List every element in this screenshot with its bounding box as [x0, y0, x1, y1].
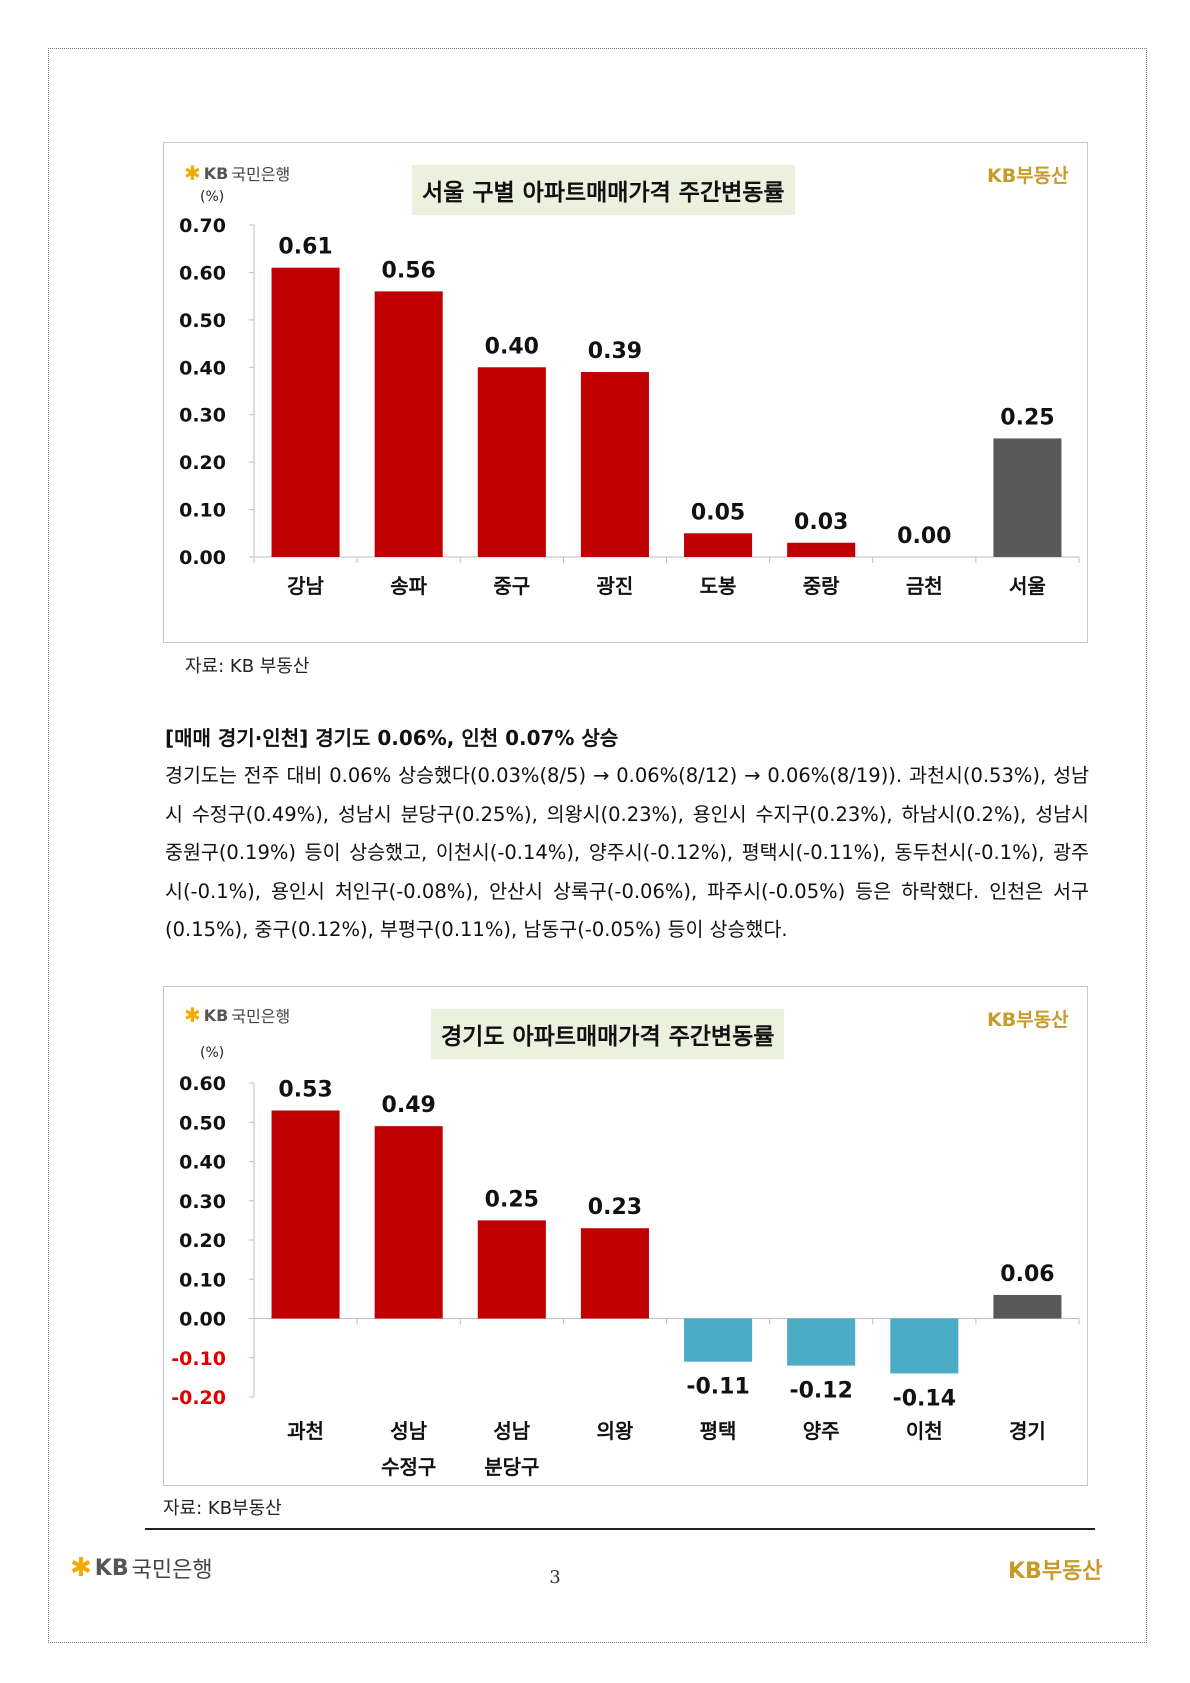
y-tick-label: 0.40 — [179, 357, 226, 379]
category-label: 강남 — [287, 574, 324, 598]
category-label: 중구 — [493, 574, 530, 598]
bar — [477, 1220, 546, 1319]
kb-bank-logo: ✱ KB 국민은행 — [184, 161, 290, 185]
bar — [787, 1318, 856, 1366]
category-label: 과천 — [287, 1419, 324, 1443]
bar-value-label: -0.14 — [893, 1386, 956, 1411]
y-tick-label: 0.20 — [179, 452, 226, 474]
category-label: 도봉 — [700, 574, 737, 598]
bar — [374, 1126, 443, 1319]
y-tick-label: 0.50 — [179, 310, 226, 332]
y-tick-label: 0.30 — [179, 405, 226, 427]
kb-bank-brand: KB — [94, 1555, 129, 1581]
y-tick-label: 0.10 — [179, 500, 226, 522]
chart-title: 경기도 아파트매매가격 주간변동률 — [431, 1009, 785, 1059]
category-label: 수정구 — [381, 1455, 436, 1479]
category-label: 분당구 — [484, 1455, 539, 1479]
kb-star-icon: ✱ — [70, 1553, 92, 1583]
gyeonggi-chart: ✱ KB 국민은행 경기도 아파트매매가격 주간변동률 KB부동산 (%) 0.6… — [163, 986, 1088, 1486]
y-tick-label: 0.70 — [179, 215, 226, 237]
bar-value-label: 0.23 — [588, 1195, 642, 1220]
y-tick-label: 0.40 — [179, 1152, 226, 1174]
kb-bank-brand: KB — [203, 163, 229, 183]
category-label: 서울 — [1009, 574, 1046, 598]
y-unit-label: (%) — [200, 1045, 224, 1061]
category-label: 양주 — [803, 1419, 840, 1443]
bar-value-label: 0.61 — [278, 235, 332, 260]
footer-rule — [145, 1528, 1095, 1530]
category-label: 금천 — [906, 574, 943, 598]
bar-value-label: 0.53 — [278, 1077, 332, 1102]
section-body: 경기도는 전주 대비 0.06% 상승했다(0.03%(8/5) → 0.06%… — [165, 764, 1089, 941]
bar — [374, 291, 443, 557]
category-label: 광진 — [597, 574, 634, 598]
bar — [787, 542, 856, 557]
bar — [684, 1318, 753, 1362]
bar — [993, 438, 1062, 557]
y-tick-label: 0.60 — [179, 262, 226, 284]
category-label: 이천 — [906, 1419, 943, 1443]
seoul-chart: ✱ KB 국민은행 서울 구별 아파트매매가격 주간변동률 KB부동산 (%) 0… — [163, 142, 1088, 643]
kb-bank-brand: KB — [203, 1005, 229, 1025]
bar-value-label: 0.03 — [794, 510, 848, 535]
bar-value-label: -0.11 — [686, 1375, 749, 1400]
y-tick-label: 0.10 — [179, 1269, 226, 1291]
y-tick-label: 0.00 — [179, 1309, 226, 1331]
bar-value-label: 0.05 — [691, 500, 745, 525]
kb-realestate-logo: KB부동산 — [987, 1009, 1069, 1031]
page-number: 3 — [549, 1567, 561, 1588]
category-label: 성남 — [390, 1419, 427, 1443]
category-label: 성남 — [493, 1419, 530, 1443]
category-label: 중랑 — [803, 574, 840, 598]
y-tick-label: 0.00 — [179, 547, 226, 569]
bar — [271, 1110, 340, 1319]
bar-value-label: 0.39 — [588, 339, 642, 364]
gyeonggi-chart-svg: (%) 0.60 0.50 0.40 0.30 0.20 0.10 0.00 -0.10 -0.2… — [171, 1045, 1080, 1479]
bar — [271, 267, 340, 557]
kb-star-icon: ✱ — [184, 161, 201, 185]
bar — [993, 1294, 1062, 1319]
kb-bank-name: 국민은행 — [231, 1007, 291, 1026]
kb-bank-logo: ✱ KB 국민은행 — [184, 1003, 290, 1027]
category-label: 송파 — [390, 574, 427, 598]
bar-value-label: 0.40 — [485, 334, 539, 359]
bar — [580, 372, 649, 557]
section-heading: [매매 경기·인천] 경기도 0.06%, 인천 0.07% 상승 — [165, 726, 619, 750]
bar — [580, 1228, 649, 1319]
category-label: 평택 — [700, 1419, 737, 1443]
category-label: 의왕 — [597, 1419, 634, 1443]
bar-value-label: 0.25 — [485, 1187, 539, 1212]
page-border — [48, 48, 1147, 1643]
seoul-chart-svg: (%) 0.70 0.60 0.50 0.40 0.30 0.20 0.10 0.00 0.61 강… — [179, 189, 1080, 598]
bar-value-label: 0.25 — [1000, 405, 1054, 430]
bar — [684, 533, 753, 557]
source-note: 자료: KB부동산 — [163, 1498, 282, 1519]
kb-bank-name: 국민은행 — [131, 1558, 213, 1583]
y-tick-label: 0.50 — [179, 1112, 226, 1134]
kb-realestate-logo: KB부동산 — [987, 165, 1069, 187]
y-tick-label: -0.10 — [171, 1348, 226, 1370]
kb-bank-name: 국민은행 — [231, 165, 291, 184]
chart-title: 서울 구별 아파트매매가격 주간변동률 — [412, 165, 795, 215]
y-tick-label: 0.30 — [179, 1191, 226, 1213]
y-tick-label: -0.20 — [171, 1387, 226, 1409]
bar — [477, 367, 546, 557]
y-tick-label: 0.20 — [179, 1230, 226, 1252]
bar-value-label: 0.06 — [1000, 1262, 1054, 1287]
bar-value-label: 0.00 — [897, 524, 951, 549]
bar-value-label: -0.12 — [789, 1379, 852, 1404]
kb-star-icon: ✱ — [184, 1003, 201, 1027]
bar — [890, 1318, 959, 1374]
source-note: 자료: KB 부동산 — [185, 656, 310, 677]
y-tick-label: 0.60 — [179, 1073, 226, 1095]
footer-kb-realestate-logo: KB부동산 — [1008, 1559, 1103, 1584]
y-unit-label: (%) — [200, 189, 224, 205]
category-label: 경기 — [1009, 1419, 1046, 1443]
bar-value-label: 0.49 — [382, 1093, 436, 1118]
bar-value-label: 0.56 — [382, 258, 436, 283]
footer-kb-bank-logo: ✱ KB 국민은행 — [70, 1552, 213, 1584]
